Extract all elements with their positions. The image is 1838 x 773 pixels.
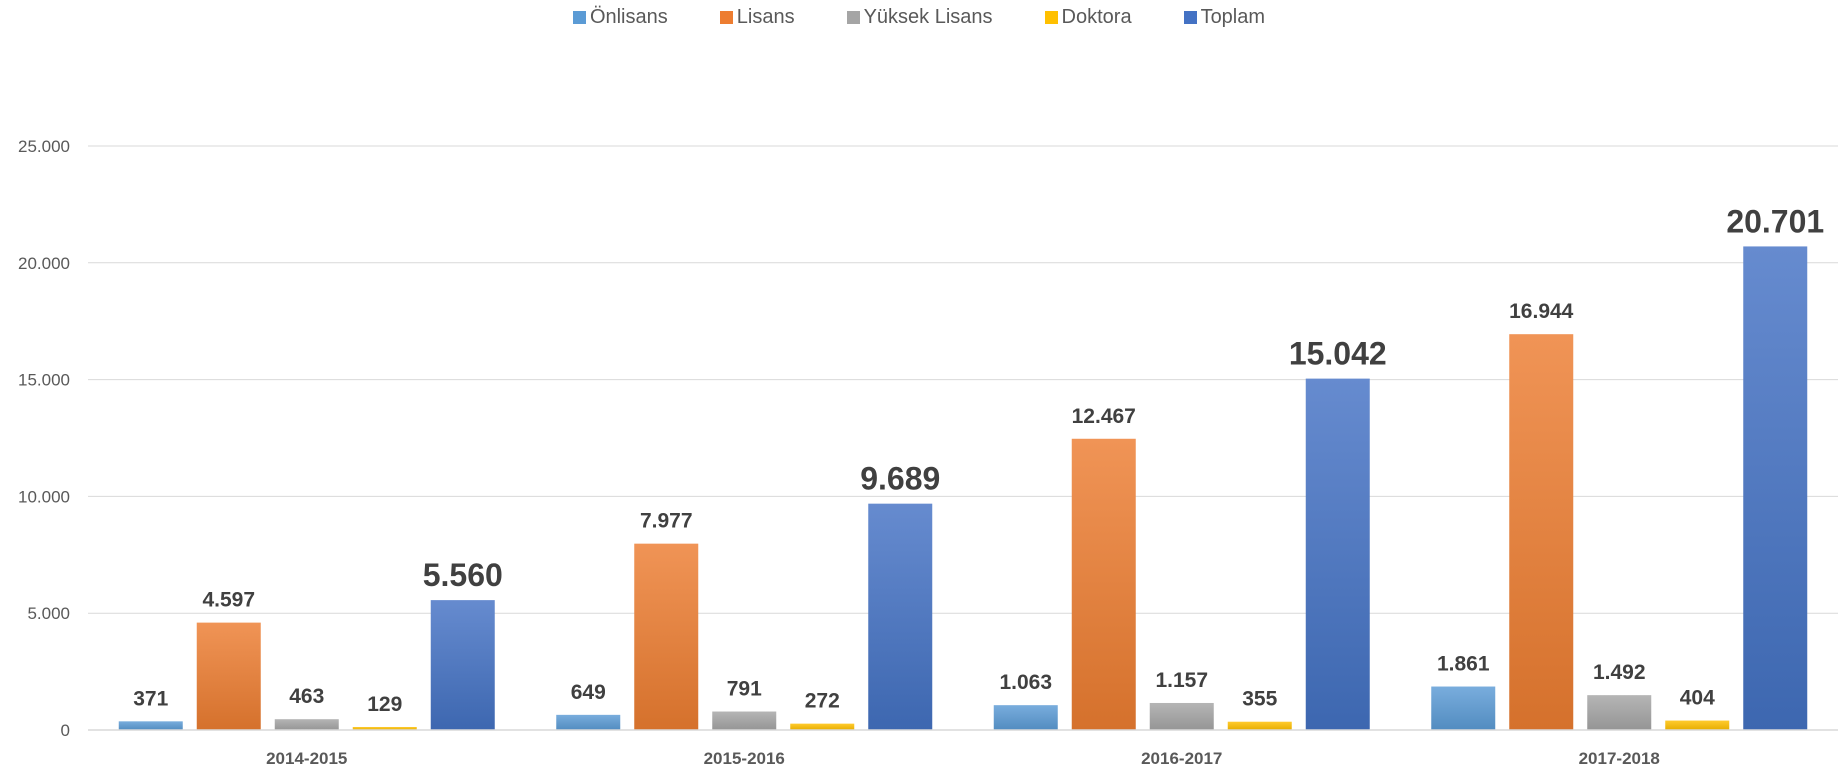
legend-label: Yüksek Lisans <box>863 6 993 28</box>
legend-item: Lisans <box>719 6 795 29</box>
x-category-label: 2015-2016 <box>704 749 785 768</box>
legend: Önlisans Lisans Yüksek Lisans Doktora Toplam <box>0 6 1838 29</box>
legend-item: Doktora <box>1044 6 1132 29</box>
data-label: 355 <box>1242 688 1277 711</box>
bar-lisans <box>196 622 261 730</box>
data-labels: 371 4.597 463 129 5.560 649 7.977 791 272 9.689 1.… <box>133 203 1824 716</box>
data-label: 4.597 <box>202 589 255 612</box>
bar-lisans <box>1509 334 1574 730</box>
bar-yüksek-lisans <box>1149 702 1214 730</box>
legend-swatch <box>846 11 860 24</box>
bars <box>118 246 1808 731</box>
data-label: 129 <box>367 693 402 716</box>
y-tick-label: 15.000 <box>18 371 70 390</box>
bar-önlisans <box>556 714 621 730</box>
bar-toplam <box>1743 246 1808 731</box>
bar-lisans <box>1071 438 1136 730</box>
data-label: 371 <box>133 687 168 710</box>
data-label: 9.689 <box>860 461 940 497</box>
legend-label: Lisans <box>736 6 795 28</box>
data-label: 5.560 <box>423 557 503 593</box>
bar-önlisans <box>993 705 1058 730</box>
y-tick-label: 0 <box>61 721 70 740</box>
bar-doktora <box>352 726 417 730</box>
legend-label: Doktora <box>1061 6 1132 28</box>
data-label: 15.042 <box>1289 336 1387 372</box>
bar-yüksek-lisans <box>712 711 777 730</box>
bar-yüksek-lisans <box>1587 695 1652 730</box>
data-label: 463 <box>289 685 324 708</box>
bar-önlisans <box>118 721 183 730</box>
data-label: 20.701 <box>1726 203 1824 239</box>
bar-doktora <box>790 723 855 730</box>
bar-lisans <box>634 543 699 730</box>
legend-swatch <box>1183 11 1197 24</box>
bar-önlisans <box>1431 686 1496 730</box>
y-tick-label: 20.000 <box>18 254 70 273</box>
bar-toplam <box>868 503 933 730</box>
data-label: 1.492 <box>1593 661 1646 684</box>
y-tick-label: 5.000 <box>27 604 70 623</box>
gridlines <box>88 145 1838 614</box>
x-category-label: 2017-2018 <box>1579 749 1660 768</box>
data-label: 649 <box>571 681 606 704</box>
legend-swatch <box>572 11 586 24</box>
legend-item: Önlisans <box>572 6 668 29</box>
bar-toplam <box>430 600 495 730</box>
legend-label: Önlisans <box>589 6 668 28</box>
legend-swatch <box>719 11 733 24</box>
x-category-label: 2014-2015 <box>266 749 347 768</box>
data-label: 1.861 <box>1437 653 1490 676</box>
data-label: 791 <box>727 678 762 701</box>
data-label: 404 <box>1680 687 1715 710</box>
y-tick-label: 10.000 <box>18 487 70 506</box>
axes: 0 5.000 10.000 15.000 20.000 25.000 2014-2015 2… <box>18 137 1838 768</box>
data-label: 16.944 <box>1509 300 1574 323</box>
legend-item: Toplam <box>1183 6 1266 29</box>
bar-doktora <box>1665 720 1730 730</box>
bar-yüksek-lisans <box>274 719 339 730</box>
data-label: 7.977 <box>640 510 693 533</box>
legend-swatch <box>1044 11 1058 24</box>
x-category-label: 2016-2017 <box>1141 749 1222 768</box>
y-tick-label: 25.000 <box>18 137 70 156</box>
data-label: 12.467 <box>1072 405 1136 428</box>
bar-toplam <box>1305 378 1370 730</box>
legend-label: Toplam <box>1200 6 1266 28</box>
bar-doktora <box>1227 721 1292 730</box>
legend-item: Yüksek Lisans <box>846 6 993 29</box>
data-label: 1.157 <box>1155 669 1208 692</box>
data-label: 272 <box>805 690 840 713</box>
data-label: 1.063 <box>999 671 1052 694</box>
